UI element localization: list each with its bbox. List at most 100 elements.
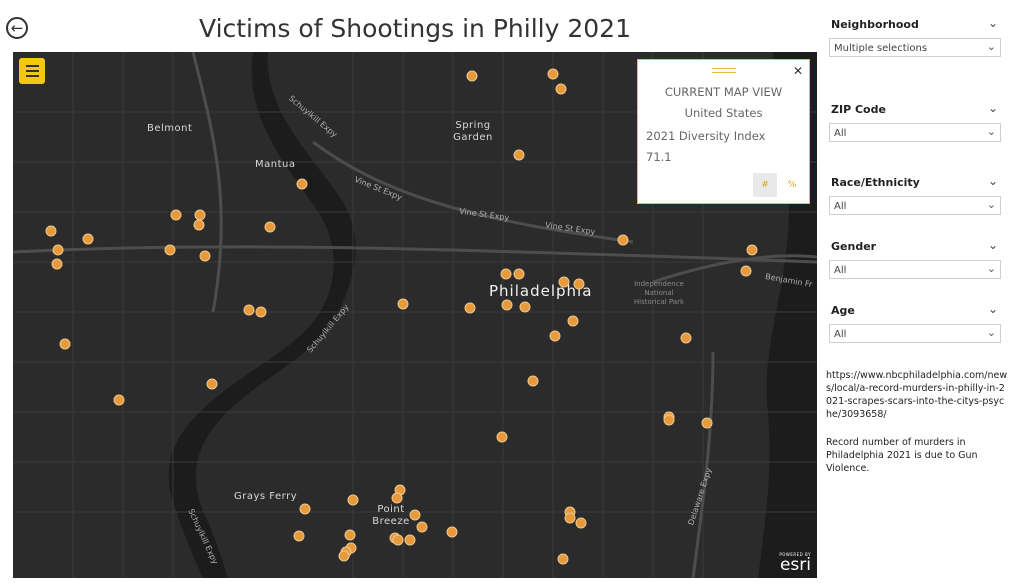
shooting-markers: [45, 68, 758, 565]
shooting-marker[interactable]: [409, 509, 421, 521]
page-title: Victims of Shootings in Philly 2021: [199, 14, 631, 43]
chevron-down-icon[interactable]: ⌄: [987, 302, 998, 316]
shooting-marker[interactable]: [82, 233, 94, 245]
shooting-marker[interactable]: [746, 244, 758, 256]
shooting-marker[interactable]: [194, 209, 206, 221]
dropdown-value: All: [834, 265, 847, 276]
shooting-marker[interactable]: [701, 417, 713, 429]
shooting-marker[interactable]: [500, 268, 512, 280]
place-label: Mantua: [255, 159, 296, 170]
shooting-marker[interactable]: [391, 492, 403, 504]
shooting-marker[interactable]: [243, 304, 255, 316]
race-ethnicity-dropdown[interactable]: All ⌄: [829, 196, 1001, 215]
chevron-down-icon: ⌄: [986, 40, 996, 53]
toggle-percent-button[interactable]: %: [787, 180, 797, 190]
shooting-marker[interactable]: [51, 258, 63, 270]
shooting-marker[interactable]: [255, 306, 267, 318]
shooting-marker[interactable]: [296, 178, 308, 190]
esri-logo: esri: [779, 555, 811, 575]
place-label: Grays Ferry: [234, 491, 298, 502]
map-info-popup: ✕ CURRENT MAP VIEW United States 2021 Di…: [637, 59, 810, 204]
hamburger-menu-icon: [25, 65, 39, 67]
dropdown-value: All: [834, 329, 847, 340]
shooting-marker[interactable]: [416, 521, 428, 533]
shooting-marker[interactable]: [527, 375, 539, 387]
source-note: Record number of murders in Philadelphia…: [826, 437, 978, 474]
shooting-marker[interactable]: [464, 302, 476, 314]
back-arrow-icon: ←: [10, 18, 24, 37]
shooting-marker[interactable]: [45, 225, 57, 237]
neighborhood-dropdown[interactable]: Multiple selections ⌄: [829, 38, 1001, 57]
shooting-marker[interactable]: [113, 394, 125, 406]
shooting-marker[interactable]: [513, 268, 525, 280]
shooting-marker[interactable]: [446, 526, 458, 538]
esri-attribution: POWERED BY esri: [779, 552, 811, 574]
shooting-marker[interactable]: [59, 338, 71, 350]
shooting-marker[interactable]: [513, 149, 525, 161]
chevron-down-icon: ⌄: [986, 198, 996, 211]
chevron-down-icon: ⌄: [986, 262, 996, 275]
filter-label: Gender: [831, 240, 877, 253]
shooting-marker[interactable]: [293, 530, 305, 542]
filter-label: Neighborhood: [831, 18, 919, 31]
shooting-marker[interactable]: [392, 534, 404, 546]
shooting-marker[interactable]: [501, 299, 513, 311]
chevron-down-icon[interactable]: ⌄: [987, 238, 998, 252]
shooting-marker[interactable]: [573, 278, 585, 290]
popup-metric-value: 71.1: [646, 150, 672, 164]
attribution-small: POWERED BY: [779, 552, 811, 557]
map-view[interactable]: Belmont Mantua Spring Garden Grays Ferry…: [13, 52, 817, 578]
shooting-marker[interactable]: [557, 553, 569, 565]
chevron-down-icon[interactable]: ⌄: [987, 16, 998, 30]
shooting-marker[interactable]: [496, 431, 508, 443]
chevron-down-icon[interactable]: ⌄: [987, 174, 998, 188]
shooting-marker[interactable]: [52, 244, 64, 256]
back-button[interactable]: ←: [6, 17, 28, 39]
shooting-marker[interactable]: [555, 83, 567, 95]
shooting-marker[interactable]: [299, 503, 311, 515]
zip-code-dropdown[interactable]: All ⌄: [829, 123, 1001, 142]
shooting-marker[interactable]: [575, 517, 587, 529]
close-button[interactable]: ✕: [793, 64, 803, 78]
chevron-down-icon[interactable]: ⌄: [987, 101, 998, 115]
shooting-marker[interactable]: [547, 68, 559, 80]
filter-label: Race/Ethnicity: [831, 176, 920, 189]
shooting-marker[interactable]: [264, 221, 276, 233]
park-label: Independence National Historical Park: [633, 280, 685, 306]
shooting-marker[interactable]: [564, 512, 576, 524]
popup-location: United States: [684, 106, 763, 120]
shooting-marker[interactable]: [466, 70, 478, 82]
shooting-marker[interactable]: [338, 550, 350, 562]
shooting-marker[interactable]: [170, 209, 182, 221]
shooting-marker[interactable]: [549, 330, 561, 342]
dropdown-value: All: [834, 128, 847, 139]
dropdown-value: All: [834, 201, 847, 212]
source-link[interactable]: https://www.nbcphiladelphia.com/news/loc…: [826, 370, 1008, 420]
age-dropdown[interactable]: All ⌄: [829, 324, 1001, 343]
place-label: Spring Garden: [453, 120, 493, 143]
drag-handle[interactable]: [712, 68, 736, 73]
shooting-marker[interactable]: [519, 301, 531, 313]
map-menu-button[interactable]: [19, 58, 45, 84]
shooting-marker[interactable]: [344, 529, 356, 541]
toggle-count-button[interactable]: #: [753, 173, 777, 197]
shooting-marker[interactable]: [567, 315, 579, 327]
shooting-marker[interactable]: [164, 244, 176, 256]
shooting-marker[interactable]: [404, 534, 416, 546]
place-label: Point Breeze: [372, 504, 410, 527]
gender-dropdown[interactable]: All ⌄: [829, 260, 1001, 279]
shooting-marker[interactable]: [663, 414, 675, 426]
shooting-marker[interactable]: [740, 265, 752, 277]
shooting-marker[interactable]: [193, 219, 205, 231]
shooting-marker[interactable]: [206, 378, 218, 390]
dropdown-value: Multiple selections: [834, 43, 928, 54]
shooting-marker[interactable]: [199, 250, 211, 262]
shooting-marker[interactable]: [680, 332, 692, 344]
shooting-marker[interactable]: [558, 276, 570, 288]
shooting-marker[interactable]: [347, 494, 359, 506]
close-icon: ✕: [792, 64, 803, 78]
shooting-marker[interactable]: [397, 298, 409, 310]
shooting-marker[interactable]: [617, 234, 629, 246]
chevron-down-icon: ⌄: [986, 326, 996, 339]
place-label: Belmont: [147, 123, 193, 134]
